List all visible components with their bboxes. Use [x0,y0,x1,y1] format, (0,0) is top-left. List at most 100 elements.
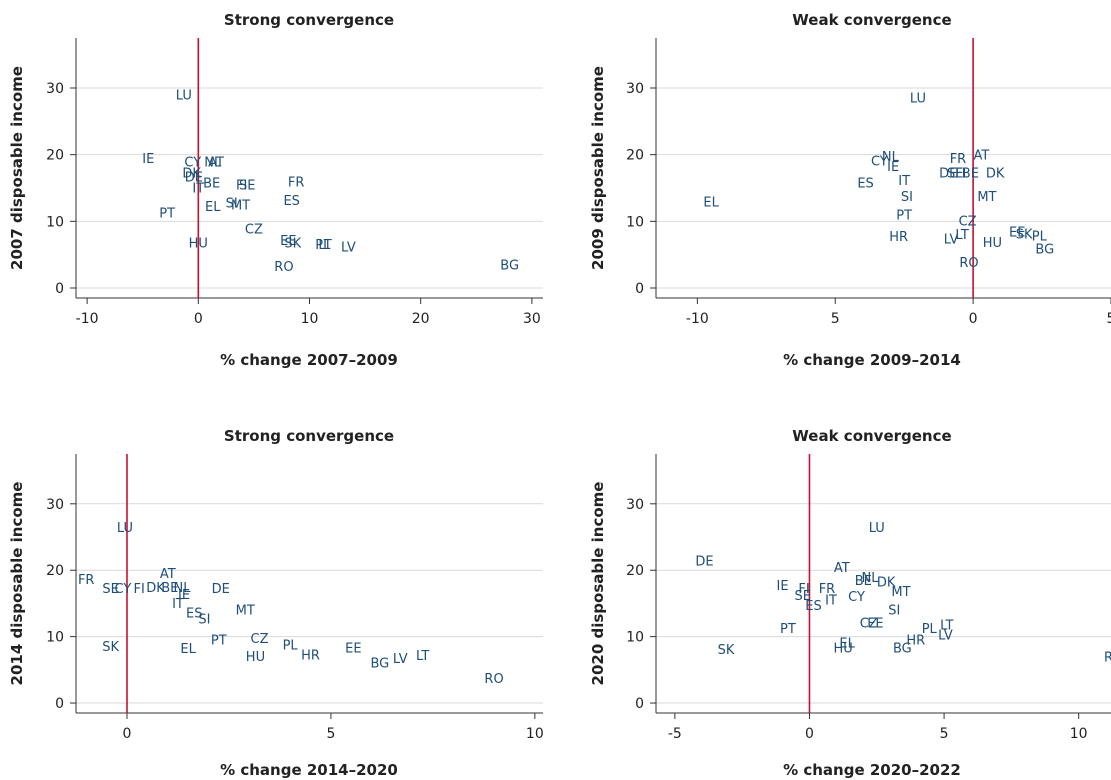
x-tick-label: 5 [1107,311,1111,327]
country-point-cz: CZ [860,617,878,632]
country-point-es: ES [857,177,873,192]
country-point-hu: HU [833,641,852,656]
country-point-sk: SK [284,237,301,252]
y-axis-title: 2009 disposable income [589,66,607,270]
x-tick-label: 5 [326,726,335,742]
country-point-de: DE [695,554,713,569]
x-tick-label: 10 [1070,726,1088,742]
country-point-mt: MT [236,603,255,618]
y-tick-label: 20 [46,148,64,164]
country-point-hu: HU [246,650,265,665]
country-point-lt: LT [416,649,429,664]
country-point-lt: LT [318,238,331,253]
x-tick-label: 0 [805,726,814,742]
country-point-bg: BG [893,641,912,656]
country-point-de: DE [185,171,203,186]
country-point-nl: NL [882,150,900,165]
y-tick-label: 10 [626,630,644,646]
country-point-lu: LU [176,89,192,104]
y-tick-label: 20 [626,563,644,579]
x-tick-label: 30 [523,311,541,327]
y-axis-title: 2007 disposable income [8,66,26,270]
country-point-at: AT [160,567,176,582]
country-point-sk: SK [1016,227,1033,242]
country-point-fi: FI [798,582,809,597]
country-point-pl: PL [315,238,331,253]
x-tick-label: 10 [526,726,544,742]
country-point-ee: EE [867,617,883,632]
country-point-fi: FI [236,179,247,194]
country-point-se: SE [947,167,963,182]
country-point-ee: EE [1009,225,1025,240]
country-point-pt: PT [159,207,175,222]
x-tick-label: 0 [194,311,203,327]
x-axis-title: % change 2007–2009 [220,351,398,369]
country-point-ie: IE [178,588,190,603]
country-point-es: ES [805,599,821,614]
panel-title: Strong convergence [224,427,394,445]
country-point-sk: SK [718,643,735,658]
country-point-dk: DK [146,581,165,596]
country-point-dk: DK [182,167,201,182]
country-point-lv: LV [944,233,959,248]
country-point-ee: EE [280,234,296,249]
country-point-se: SE [102,582,118,597]
country-point-cy: CY [184,155,201,170]
country-point-fr: FR [819,582,836,597]
country-point-ee: EE [345,641,361,656]
country-point-se: SE [794,589,810,604]
country-point-nl: NL [204,155,222,170]
y-tick-label: 0 [55,281,64,297]
country-point-it: IT [898,174,910,189]
country-point-hr: HR [301,649,320,664]
y-tick-label: 0 [635,696,644,712]
country-point-cy: CY [871,155,888,170]
x-axis-title: % change 2009–2014 [783,351,961,369]
country-point-pt: PT [896,209,912,224]
country-point-lu: LU [910,91,926,106]
country-point-el: EL [180,642,196,657]
country-point-it: IT [172,597,184,612]
x-tick-label: 5 [940,726,949,742]
country-point-fr: FR [288,175,305,190]
x-tick-label: -10 [686,311,709,327]
y-tick-label: 0 [55,696,64,712]
country-point-lu: LU [117,521,133,536]
country-point-pl: PL [283,639,299,654]
country-point-at: AT [834,561,850,576]
country-point-ie: IE [142,152,154,167]
country-point-bg: BG [1035,243,1054,258]
country-point-cz: CZ [245,223,263,238]
x-tick-label: 10 [301,311,319,327]
country-point-be: BE [962,167,979,182]
country-point-si: SI [226,197,238,212]
country-point-at: AT [208,155,224,170]
x-tick-label: -5 [668,726,682,742]
country-point-cz: CZ [959,215,977,230]
x-tick-label: -10 [76,311,99,327]
country-point-ie: IE [887,160,899,175]
country-point-mt: MT [977,190,996,205]
country-point-lt: LT [955,228,968,243]
country-point-pt: PT [780,622,796,637]
y-tick-label: 20 [626,148,644,164]
country-point-lv: LV [938,629,953,644]
country-point-fr: FR [950,152,967,167]
panel-title: Weak convergence [792,427,951,445]
country-point-lv: LV [393,652,408,667]
country-point-bg: BG [370,657,389,672]
country-point-nl: NL [174,581,192,596]
country-point-cy: CY [848,590,865,605]
y-tick-label: 0 [635,281,644,297]
country-point-hu: HU [983,236,1002,251]
country-point-es: ES [283,194,299,209]
x-tick-label: 5 [831,311,840,327]
x-axis-title: % change 2014–2020 [220,761,398,779]
country-point-mt: MT [231,199,250,214]
country-point-nl: NL [862,571,880,586]
country-point-ie: IE [777,579,789,594]
